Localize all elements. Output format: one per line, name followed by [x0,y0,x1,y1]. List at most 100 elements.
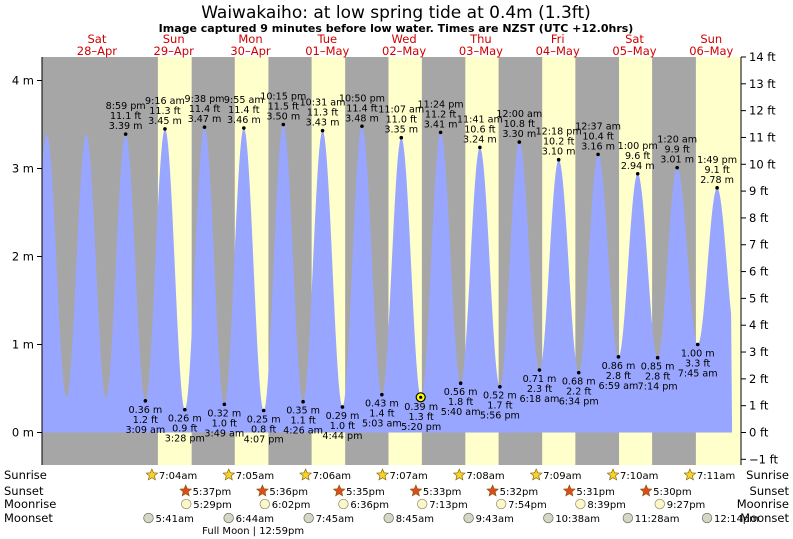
moonrise-icon [575,498,586,510]
day-date-label: 06–May [689,44,733,58]
high-tide-time: 9:55 am [224,95,264,106]
high-tide-feet: 11.4 ft [189,104,221,115]
moonrise-time: 6:36pm [350,500,389,511]
low-tide-time: 5:56 pm [480,411,520,422]
low-tide-metres: 0.39 m [404,402,438,413]
low-tide-time: 5:40 am [441,407,481,418]
high-tide-time: 12:18 pm [536,127,582,138]
high-tide-time: 9:16 am [145,96,185,107]
moonrise-time: 5:29pm [193,500,232,511]
high-tide-time: 12:37 am [575,121,621,132]
sunset-time: 5:33pm [423,487,462,498]
day-of-week-label: Thu [469,32,492,46]
right-tick-label: 2 ft [749,372,769,386]
high-tide-feet: 11.3 ft [149,106,181,117]
high-tide-metres: 3.30 m [502,129,536,140]
sunset-icon [179,484,193,497]
sunrise-time: 7:05am [236,471,274,482]
sunset-time: 5:37pm [193,487,232,498]
high-tide-feet: 10.2 ft [543,137,575,148]
moonrise-icon [417,498,428,510]
day-date-label: 29–Apr [154,44,195,58]
sunrise-icon [145,468,159,481]
right-tick-label: 12 ft [749,104,776,118]
moonset-icon [463,512,474,524]
row-label-moonset-right: Moonset [740,511,789,525]
day-labels: Sat28–AprSun29–AprMon30–AprTue01–MayWed0… [77,32,734,58]
high-tide-time: 11:24 pm [418,99,464,110]
left-tick-label: 2 m [12,250,34,264]
day-of-week-label: Mon [238,32,262,46]
high-tide-feet: 9.1 ft [704,165,730,176]
tide-curve [42,124,733,433]
high-tide-metres: 3.50 m [266,112,300,123]
low-tide-feet: 2.8 ft [645,372,671,383]
low-tide-feet: 2.3 ft [527,384,553,395]
low-tide-feet: 1.7 ft [487,401,513,412]
sunrise-icon [376,468,389,481]
low-tide-feet: 1.8 ft [448,397,474,408]
moonrise-icon [259,498,270,510]
tide-point [399,135,404,140]
moonrise-icon [181,498,192,510]
tide-point [301,399,305,404]
right-tick-label: 0 ft [749,426,769,440]
tide-point [715,186,719,190]
low-tide-metres: 0.85 m [641,362,675,373]
high-tide-metres: 3.10 m [542,147,576,158]
low-tide-time: 7:45 am [678,369,718,380]
sunrise-icon [529,468,543,481]
day-of-week-label: Wed [392,32,417,46]
high-tide-feet: 11.4 ft [346,103,378,114]
high-tide-time: 12:00 am [496,109,542,120]
high-tide-feet: 9.9 ft [665,145,691,156]
low-tide-metres: 0.56 m [444,387,478,398]
tide-point [340,405,345,409]
sunset-time: 5:30pm [653,487,692,498]
high-tide-time: 1:20 am [657,135,697,146]
row-label-sunrise-right: Sunrise [746,468,789,482]
high-tide-metres: 3.24 m [463,134,497,145]
moonset-time: 7:45am [316,514,354,525]
day-of-week-label: Sun [700,32,722,46]
tide-point [123,132,128,136]
low-tide-time: 4:44 pm [322,431,362,442]
tide-point [498,384,502,389]
high-tide-metres: 3.43 m [306,118,340,129]
tide-point [182,407,187,412]
right-tick-label: 6 ft [749,265,769,279]
high-tide-metres: 3.47 m [188,114,222,125]
row-label-moonrise-right: Moonrise [737,497,789,511]
high-tide-time: 11:07 am [378,105,424,116]
day-date-label: 04–May [536,44,580,58]
row-label-moonrise-left: Moonrise [4,497,56,511]
sunset-time: 5:36pm [269,487,308,498]
tide-point [596,152,600,157]
high-tide-time: 10:15 pm [260,92,306,103]
sunrise-icon [452,468,466,481]
moonset-icon [143,512,154,524]
tide-point [163,127,167,131]
tide-point [242,126,246,130]
tide-point [320,128,325,133]
day-of-week-label: Fri [551,32,565,46]
high-tide-metres: 3.48 m [345,113,379,124]
low-tide-metres: 1.00 m [681,349,715,360]
right-tick-label: 13 ft [749,77,776,91]
tide-point [438,130,443,135]
moonrise-icon [496,498,507,510]
right-tick-label: 7 ft [749,238,769,252]
low-tide-metres: 0.35 m [286,406,320,417]
current-tide-marker-center [419,395,423,399]
high-tide-time: 8:59 pm [106,101,146,112]
high-tide-metres: 2.94 m [621,161,655,172]
row-label-sunset-left: Sunset [4,484,44,498]
low-tide-feet: 1.1 ft [290,416,316,427]
tide-point [458,381,463,386]
tide-point [202,125,207,129]
right-tick-label: 10 ft [749,157,776,171]
low-tide-feet: 1.2 ft [133,415,159,426]
low-tide-time: 4:07 pm [244,435,284,446]
full-moon-label: Full Moon [202,526,249,537]
